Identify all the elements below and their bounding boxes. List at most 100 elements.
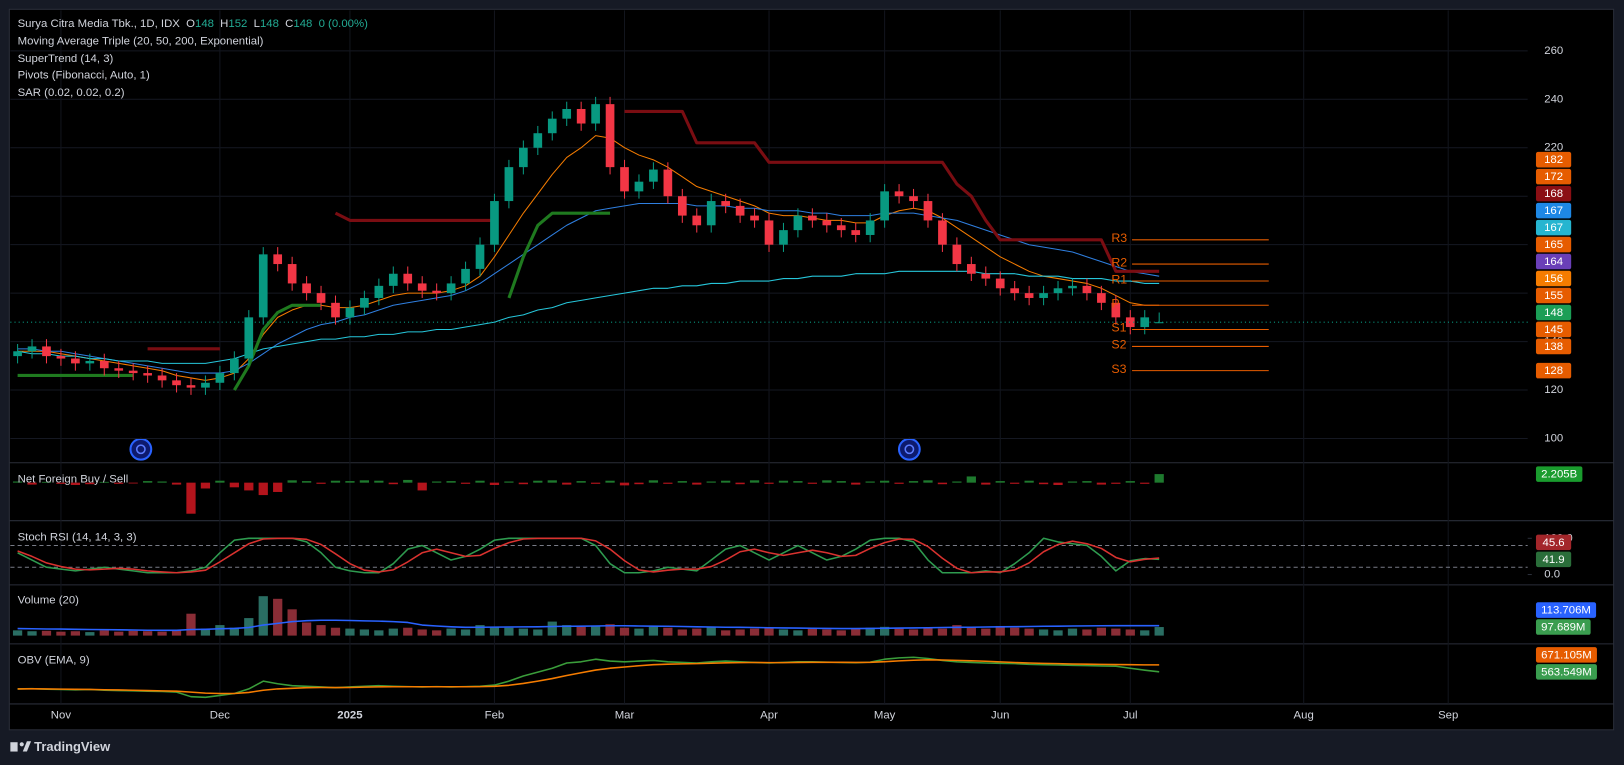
x-tick-label: Dec [210,709,231,721]
bar [1053,630,1063,636]
bar [1082,629,1092,636]
bar [908,629,919,636]
candle-body [562,108,572,119]
x-tick-label: Apr [760,709,778,721]
candle-body [475,244,485,269]
bar [345,481,355,483]
candle-body [533,133,543,148]
panel-title: Net Foreign Buy / Sell [18,473,129,485]
bar [923,627,933,636]
bar [359,629,370,636]
bar [764,482,774,484]
event-icon[interactable] [897,437,921,461]
bar [562,482,572,485]
price-tag-label: 2.205B [1541,469,1577,481]
bar [504,481,514,483]
candle-body [403,273,413,284]
price-tag-label: 167 [1544,205,1563,217]
candle-body [1039,293,1048,298]
candle-body [1140,317,1150,328]
candle-body [215,373,225,383]
bar [648,626,659,636]
candle-body [417,283,427,291]
branding[interactable]: TradingView [10,739,111,754]
candle-body [851,230,861,235]
price-tag-label: 148 [1544,307,1563,319]
bar [215,625,225,636]
series-line [17,656,1160,699]
candle-body [143,373,152,376]
bar [721,480,731,483]
symbol-line: Surya Citra Media Tbk., 1D, IDX O148 H152 L… [18,18,369,30]
bar [966,476,976,483]
bar [273,598,283,636]
bar [489,482,500,485]
bar [171,482,182,485]
x-tick-label: Sep [1438,709,1458,721]
bar [374,480,384,483]
candle-body [273,254,283,265]
bar [865,627,875,636]
bar [706,481,716,483]
candle-body [172,380,181,386]
change: 0 (0.00%) [319,18,369,30]
x-tick-label: Aug [1294,709,1314,721]
ohlc-value: 148 [293,18,312,30]
bar [822,480,832,483]
bar [316,625,326,636]
price-tag-label: 155 [1544,290,1563,302]
bar [879,480,890,483]
price-tag [1535,664,1597,680]
candle-body [27,346,37,352]
candle-body [85,360,95,364]
bar [677,629,687,636]
bar [1111,482,1121,484]
candle-body [244,317,254,359]
candle-body [360,297,369,308]
indicator-label[interactable]: Pivots (Fibonacci, Auto, 1) [18,70,150,82]
bar [229,482,239,488]
price-tag-label: 167 [1544,222,1563,234]
logo-part [10,742,18,752]
indicator-label[interactable]: SAR (0.02, 0.02, 0.2) [18,87,125,99]
price-tag [1535,466,1583,482]
candle-body [345,307,355,318]
candle-body [706,201,716,226]
bar [475,480,485,483]
bar [374,630,384,636]
bar [99,630,109,636]
x-tick-label: Feb [485,709,505,721]
bar [417,629,427,636]
bar [27,482,37,485]
candle-body [894,191,904,197]
pivot-label: R3 [1111,231,1127,245]
x-tick-label: 2025 [337,709,363,721]
indicator-label[interactable]: SuperTrend (14, 3) [18,53,114,65]
overlay-line [17,211,611,391]
candle-body [201,382,210,388]
event-icon[interactable] [129,437,153,461]
bar [518,628,528,636]
event-circle[interactable] [897,437,921,461]
bar [605,624,615,636]
candle-body [764,220,774,245]
price-tag-label: 145 [1544,324,1563,336]
indicator-label[interactable]: Moving Average Triple (20, 50, 200, Expo… [18,35,264,47]
bar [923,480,933,483]
header: Surya Citra Media Tbk., 1D, IDX O148 H152 L… [18,18,369,99]
bar [735,629,745,636]
bar [749,628,760,636]
bar [85,632,95,636]
panel-title: Volume (20) [18,594,80,606]
bar [301,481,312,483]
bar [460,482,471,484]
bar [171,630,182,636]
logo-part [22,741,32,752]
ohlc-label: L [254,18,260,30]
candle-body [1082,285,1092,294]
price-tag-label: 164 [1544,256,1563,268]
price-tag [1535,338,1572,355]
candle-body [461,268,470,284]
bar [432,481,442,483]
event-circle[interactable] [129,437,153,461]
